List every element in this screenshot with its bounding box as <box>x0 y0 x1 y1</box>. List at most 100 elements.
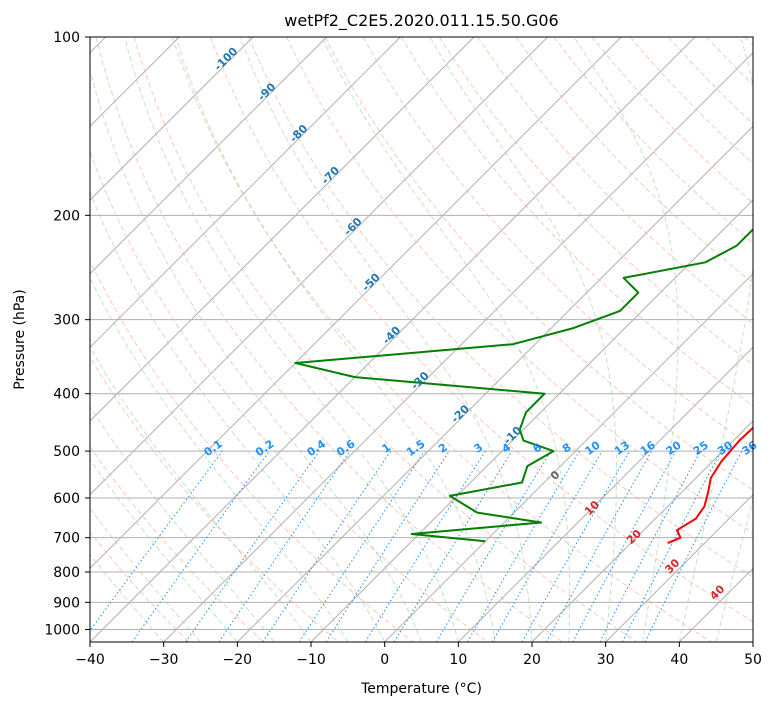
isotherm-line <box>163 51 753 642</box>
series-layer <box>294 228 753 545</box>
isotherm-line <box>457 346 753 642</box>
x-tick-label: 10 <box>449 652 467 668</box>
moist-adiabat-line <box>90 507 201 642</box>
background-lines <box>90 37 753 642</box>
x-axis: −40 −30 −20 −10 0 10 20 30 40 50 <box>75 642 762 668</box>
dry-adiabat-line <box>90 150 488 642</box>
dry-adiabat-line <box>248 37 753 578</box>
moist-adiabat-line <box>90 405 275 642</box>
moist-adiabat-line <box>678 37 753 642</box>
mixing-ratio-label: 25 <box>691 439 711 458</box>
dry-adiabat-line <box>90 356 339 642</box>
dry-adiabat-label: 0 <box>548 468 563 483</box>
mixing-ratio-line <box>325 450 450 642</box>
x-tick-label: 0 <box>380 652 389 668</box>
x-tick-label: 30 <box>597 652 615 668</box>
isotherm-line <box>90 37 475 422</box>
dry-adiabat-line <box>95 37 563 642</box>
moist-adiabat-line <box>90 190 386 642</box>
dry-adiabat-label: 20 <box>624 527 644 547</box>
y-tick-label: 700 <box>53 531 80 547</box>
plot-frame <box>89 36 754 643</box>
mixing-ratio-line <box>218 450 351 642</box>
x-tick-label: −20 <box>223 652 253 668</box>
moist-adiabat-line <box>239 37 533 642</box>
x-tick-label: −10 <box>296 652 326 668</box>
y-tick-label: 300 <box>53 313 80 329</box>
dry-adiabat-line <box>438 37 753 366</box>
isotherm-line <box>90 37 401 349</box>
x-tick-label: 20 <box>523 652 541 668</box>
mixing-ratio-line <box>572 450 677 642</box>
mixing-ratio-line <box>435 450 552 642</box>
mixing-ratio-label: 0.2 <box>253 437 276 459</box>
y-tick-label: 500 <box>53 444 80 460</box>
dry-adiabat-line <box>362 37 753 449</box>
isotherm-label: -100 <box>212 44 241 73</box>
mixing-ratio-label: 3 <box>472 441 486 456</box>
y-axis-label: Pressure (hPa) <box>12 289 28 389</box>
dry-adiabat-line <box>133 37 638 642</box>
moist-adiabat-line <box>715 498 753 642</box>
x-tick-label: −30 <box>149 652 179 668</box>
mixing-ratio-label: 0.4 <box>305 437 329 459</box>
mixing-ratio-label: 13 <box>612 439 632 458</box>
mixing-ratio-line <box>621 450 722 642</box>
isotherm-label: -70 <box>319 164 342 187</box>
mixing-ratio-line <box>644 450 743 642</box>
mixing-ratio-line <box>521 450 630 642</box>
dry-adiabat-line <box>744 37 753 47</box>
dry-adiabat-label: 40 <box>707 582 727 602</box>
mixing-ratio-label: 36 <box>740 438 760 458</box>
isotherm-line <box>605 493 753 642</box>
mixing-ratio-line <box>393 450 513 642</box>
dry-adiabat-line <box>400 37 753 407</box>
isotherm-line <box>90 37 328 275</box>
isotherm-line <box>90 37 254 201</box>
mixing-ratio-label: 20 <box>664 438 684 458</box>
mixing-ratio-line <box>185 450 320 642</box>
moist-adiabat-line <box>124 37 459 642</box>
isotherm-line <box>678 567 753 642</box>
moist-adiabat-line <box>90 277 349 642</box>
y-tick-label: 100 <box>53 30 80 46</box>
y-tick-label: 900 <box>53 595 80 611</box>
mixing-ratio-line <box>298 450 425 642</box>
mixing-ratio-line <box>90 450 223 632</box>
moist-adiabat-line <box>90 346 312 642</box>
mixing-ratio-label: 0.6 <box>334 437 358 459</box>
mixing-ratio-line <box>599 450 701 642</box>
dry-adiabat-line <box>90 445 264 642</box>
dry-adiabat-line <box>90 531 190 642</box>
mixing-ratio-line <box>262 450 392 642</box>
dry-adiabat-line <box>324 37 753 491</box>
mixing-ratio-label: 16 <box>638 438 658 458</box>
isotherm-label: -60 <box>341 215 364 238</box>
isotherm-label: -50 <box>359 270 382 293</box>
dry-adiabat-line <box>668 37 753 125</box>
mixing-ratio-line <box>131 450 270 642</box>
y-tick-label: 800 <box>53 565 80 581</box>
dry-adiabat-line <box>210 37 753 623</box>
isotherm-line <box>90 37 549 496</box>
y-tick-label: 1000 <box>44 622 80 638</box>
dry-adiabat-label: 30 <box>662 556 682 576</box>
isotherm-label: -20 <box>449 402 472 425</box>
x-tick-label: −40 <box>75 652 105 668</box>
moist-adiabat-line <box>573 37 679 642</box>
moist-adiabat-line <box>90 458 238 642</box>
y-tick-label: 400 <box>53 387 80 403</box>
isotherm-label: -30 <box>408 369 431 392</box>
x-axis-label: Temperature (°C) <box>360 681 482 697</box>
x-tick-label: 50 <box>744 652 762 668</box>
dry-adiabat-line <box>90 259 414 642</box>
isotherm-label: -40 <box>380 324 403 347</box>
dry-adiabat-line <box>477 37 753 325</box>
dry-adiabat-line <box>706 37 753 86</box>
isotherm-line <box>236 125 753 642</box>
dry-adiabat-line <box>171 37 712 642</box>
dewpoint-profile-line <box>294 228 753 543</box>
moist-adiabat-line <box>90 67 422 642</box>
temperature-profile-line <box>667 426 753 545</box>
